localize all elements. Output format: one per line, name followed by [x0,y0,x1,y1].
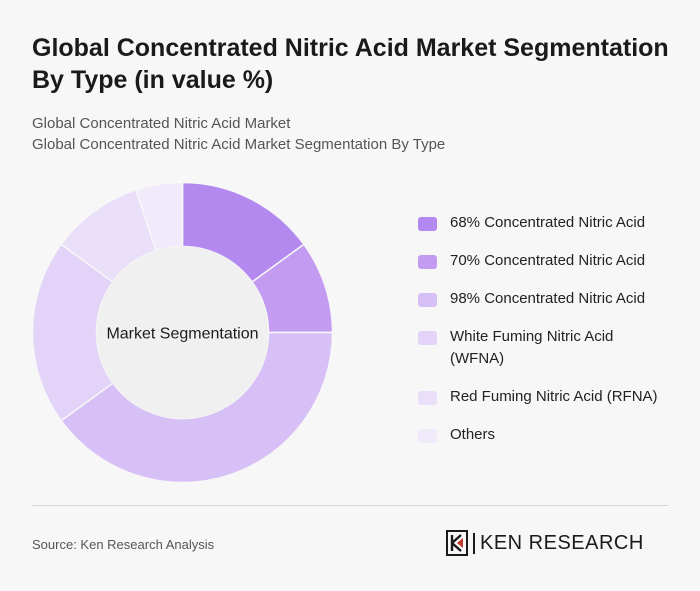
legend-swatch [418,217,437,231]
legend-item[interactable]: Red Fuming Nitric Acid (RFNA) [418,386,688,408]
legend-label: 68% Concentrated Nitric Acid [450,214,646,231]
chart-legend: 68% Concentrated Nitric Acid 70% Concentr… [418,212,688,446]
donut-hole [96,246,269,419]
chart-title: Global Concentrated Nitric Acid Market S… [32,34,669,94]
subtitle-line-market: Global Concentrated Nitric Acid Market [32,115,291,132]
logo-wordmark: KEN RESEARCH [480,532,644,554]
footer-divider [32,505,668,506]
source-note: Source: Ken Research Analysis [32,537,215,552]
ken-research-logo: KEN RESEARCH [446,530,670,556]
legend-swatch [418,391,437,405]
chart-subtitle: Global Concentrated Nitric Acid Market G… [32,113,672,155]
legend-item[interactable]: 70% Concentrated Nitric Acid [418,250,688,272]
legend-item[interactable]: 68% Concentrated Nitric Acid [418,212,688,234]
legend-item[interactable]: White Fuming Nitric Acid (WFNA) [418,326,688,370]
legend-label: 70% Concentrated Nitric Acid [450,252,646,269]
logo-separator [473,533,475,554]
legend-label: Red Fuming Nitric Acid (RFNA) [450,388,658,405]
legend-item[interactable]: Others [418,424,688,446]
legend-label: Others [450,426,496,443]
donut-chart: Market Segmentation [31,181,334,484]
legend-swatch [418,429,437,443]
ken-research-logo-icon [446,530,468,556]
legend-item[interactable]: 98% Concentrated Nitric Acid [418,288,688,310]
legend-swatch [418,331,437,345]
donut-chart-area: Market Segmentation [30,180,335,485]
legend-label: 98% Concentrated Nitric Acid [450,290,646,307]
legend-label: White Fuming Nitric Acid [450,328,614,345]
subtitle-line-segmentation: Global Concentrated Nitric Acid Market S… [32,136,446,153]
legend-label-continued: (WFNA) [450,350,505,367]
donut-center-label: Market Segmentation [106,326,258,343]
legend-swatch [418,293,437,307]
legend-swatch [418,255,437,269]
